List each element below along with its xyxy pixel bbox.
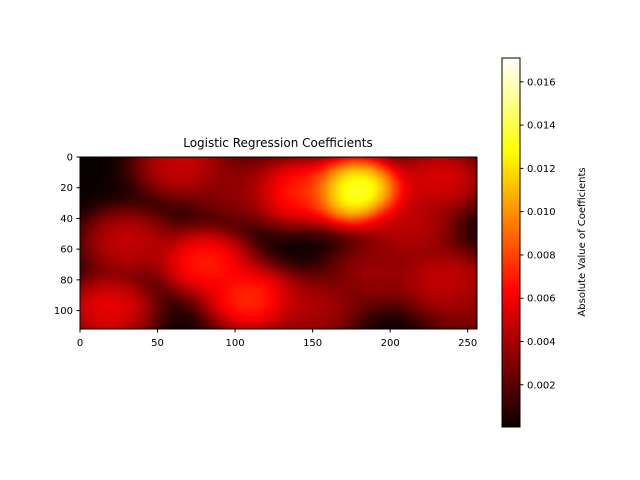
plot-frame	[79, 156, 478, 330]
colorbar-tick-label: 0.002	[527, 380, 556, 391]
chart-title: Logistic Regression Coefficients	[183, 136, 373, 150]
colorbar-tick-label: 0.012	[527, 164, 556, 175]
x-tick-label: 100	[226, 338, 245, 349]
y-tick-label: 0	[67, 153, 73, 164]
y-tick-label: 80	[60, 275, 73, 286]
colorbar-label: Absolute Value of Coefficients	[577, 167, 588, 316]
colorbar-tick-label: 0.008	[527, 250, 556, 261]
colorbar-tick-label: 0.016	[527, 77, 556, 88]
colorbar-tick-label: 0.010	[527, 207, 556, 218]
x-axis: 0 50 100 150 200 250	[77, 329, 477, 349]
colorbar-tick-label: 0.004	[527, 337, 556, 348]
colorbar-tick-label: 0.006	[527, 294, 556, 305]
x-tick-label: 0	[77, 338, 83, 349]
x-tick-label: 250	[458, 338, 477, 349]
x-tick-label: 150	[303, 338, 322, 349]
colorbar-tick-label: 0.014	[527, 121, 556, 132]
x-tick-label: 200	[381, 338, 400, 349]
x-tick-label: 50	[151, 338, 164, 349]
y-tick-label: 40	[60, 214, 73, 225]
heatmap-image	[80, 157, 477, 329]
y-axis: 0 20 40 60 80 100	[54, 153, 80, 317]
colorbar-axis: 0.002 0.004 0.006 0.008 0.010 0.012 0.014 0.016	[520, 77, 556, 391]
y-tick-label: 100	[54, 306, 73, 317]
y-tick-label: 20	[60, 183, 73, 194]
colorbar	[501, 57, 521, 428]
y-tick-label: 60	[60, 245, 73, 256]
